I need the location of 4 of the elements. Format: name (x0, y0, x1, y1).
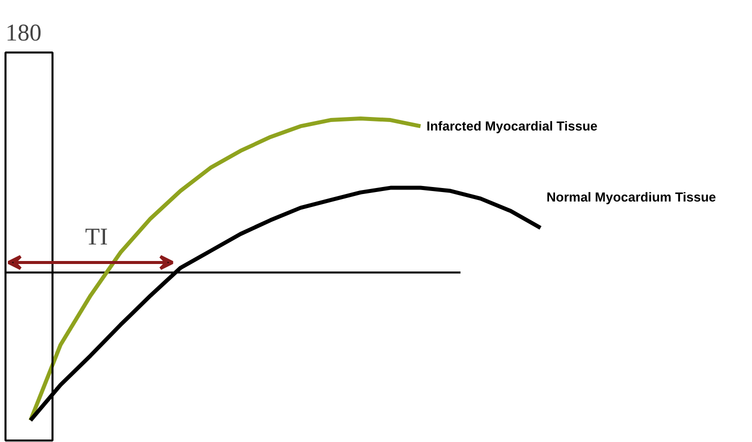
text: 180 (6, 20, 42, 46)
series-label: Infarcted Myocardial Tissue (426, 118, 598, 134)
annotation: TI (85, 224, 108, 250)
series-label: Normal Myocardium Tissue (546, 190, 716, 205)
